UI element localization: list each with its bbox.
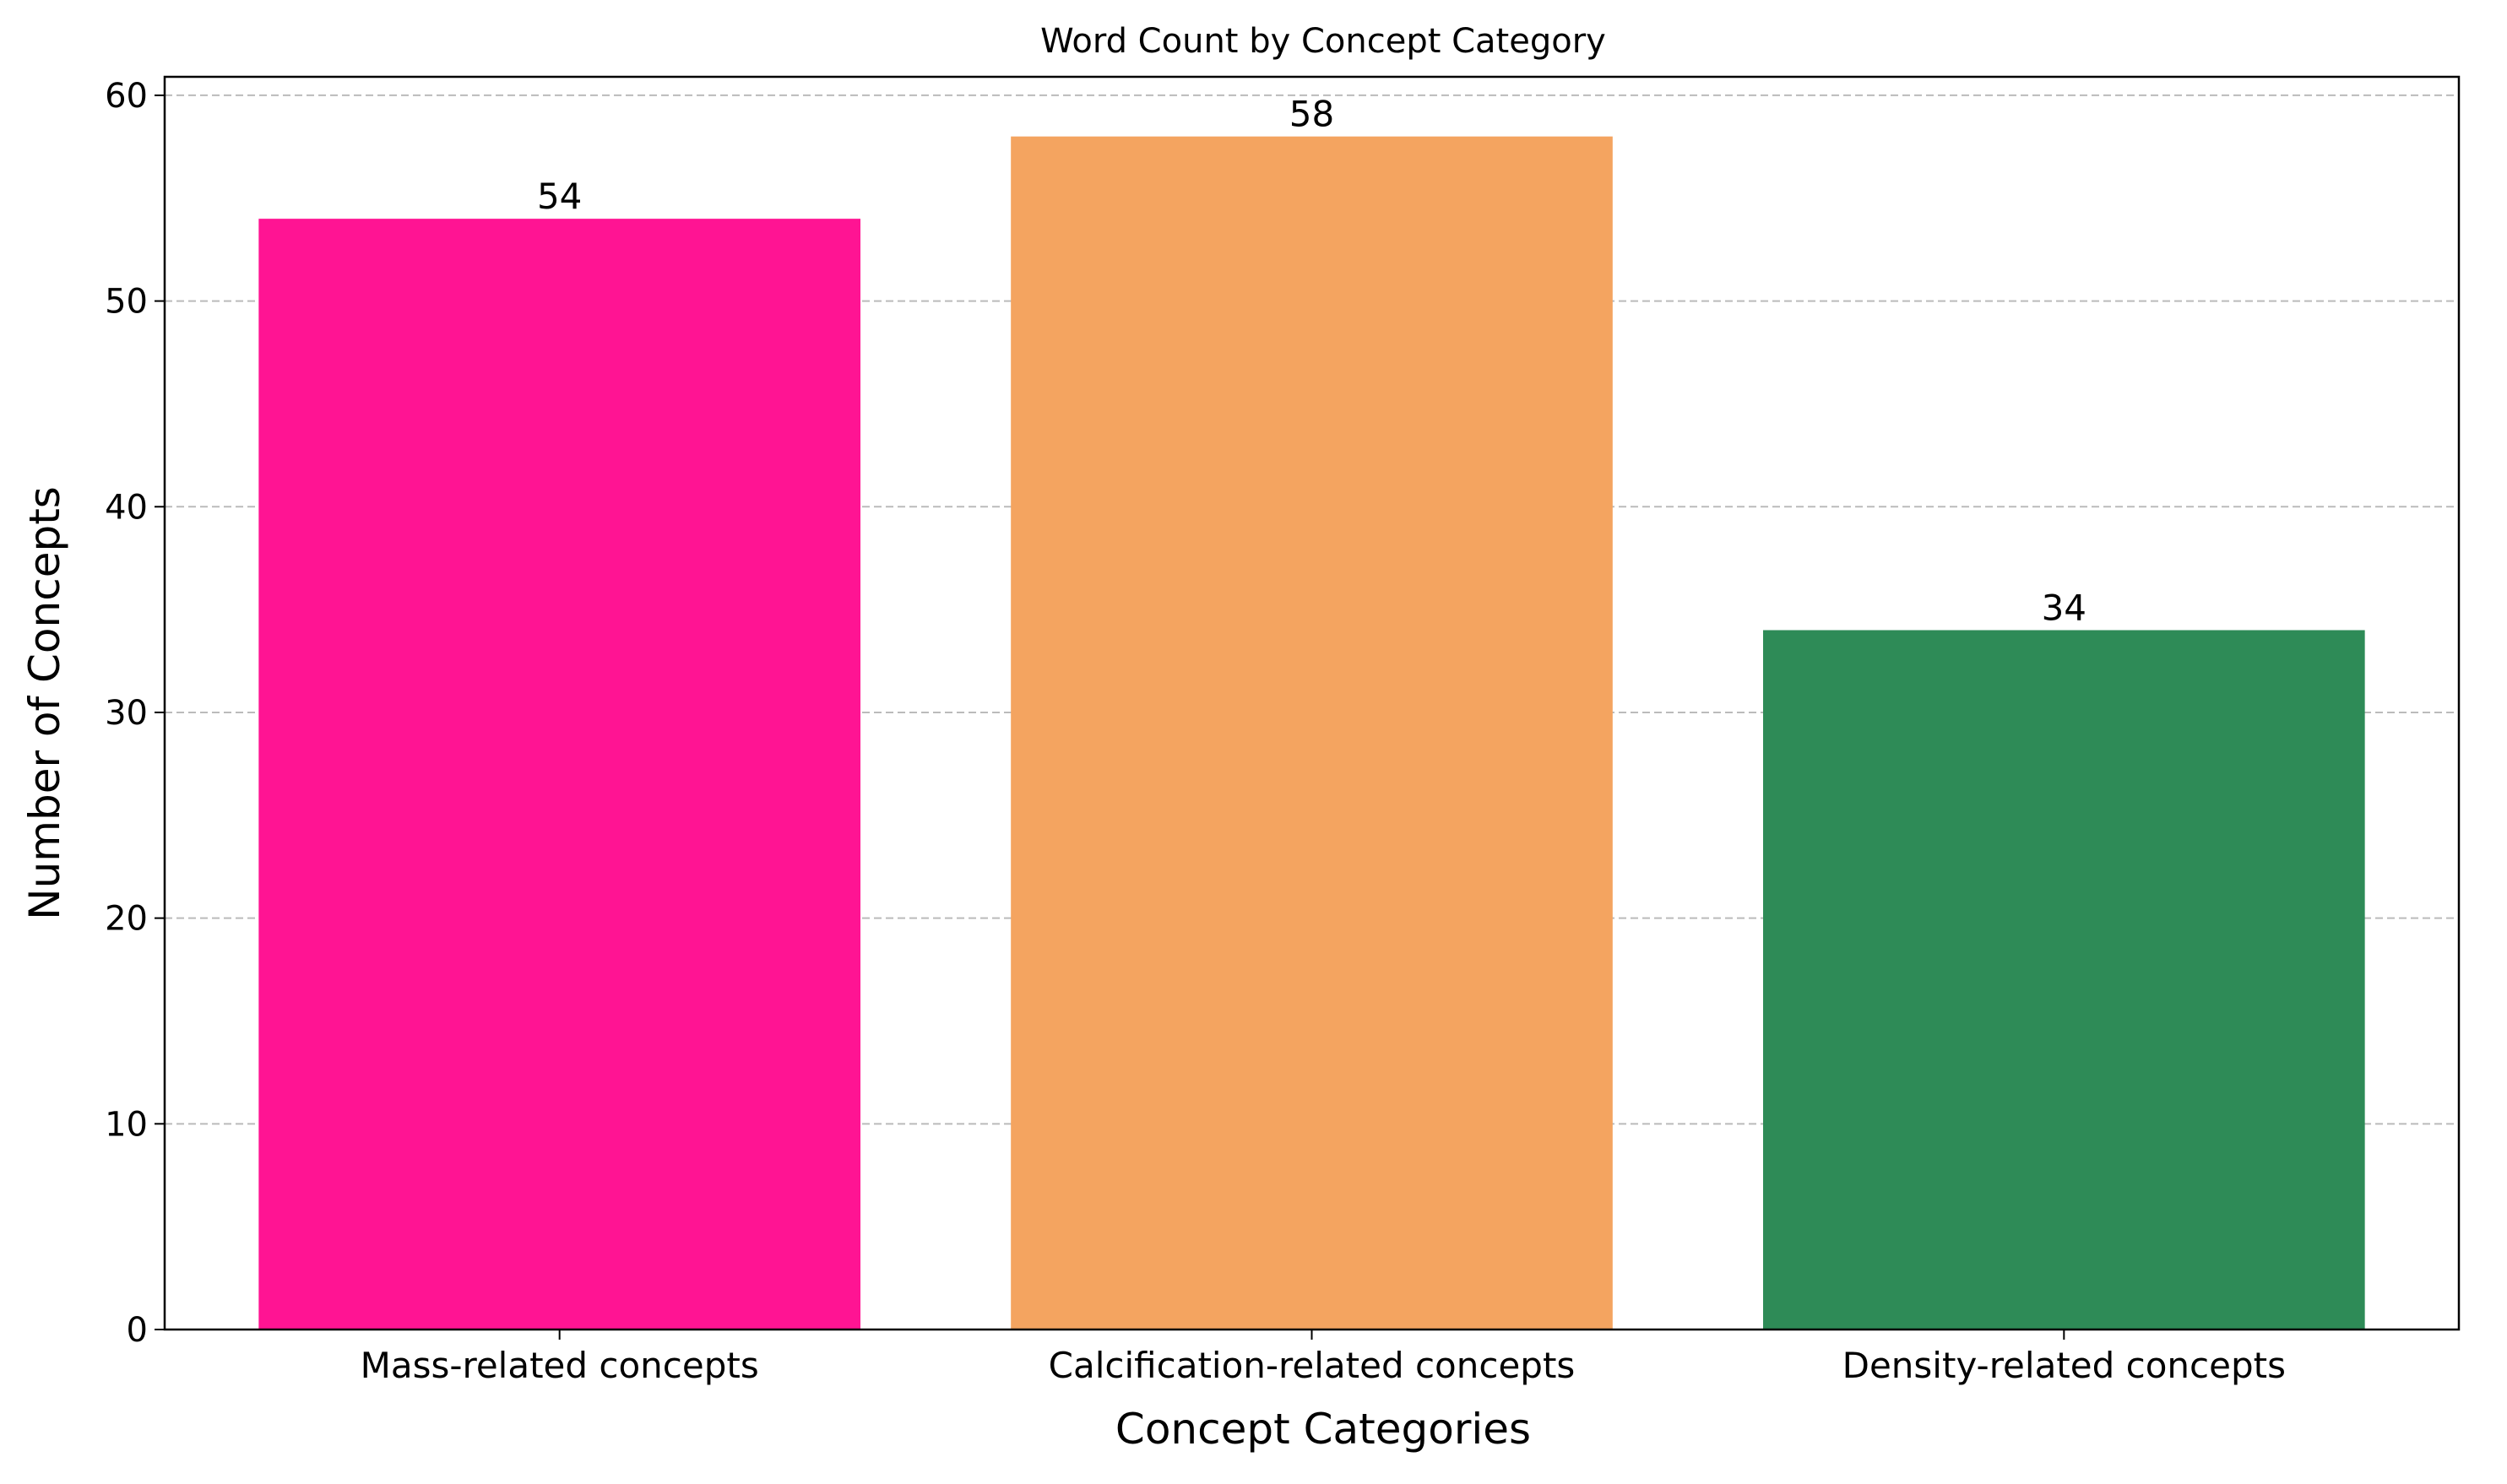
y-tick-label: 20 xyxy=(105,900,148,939)
x-tick-label: Mass-related concepts xyxy=(361,1345,759,1386)
bar xyxy=(1762,630,2365,1330)
bar xyxy=(1011,136,1613,1330)
value-label: 34 xyxy=(2042,587,2086,628)
y-tick-label: 60 xyxy=(105,77,148,116)
value-label: 54 xyxy=(537,176,582,217)
y-tick-label: 40 xyxy=(105,488,148,527)
y-tick-label: 0 xyxy=(127,1311,148,1350)
x-tick-label: Density-related concepts xyxy=(1842,1345,2286,1386)
y-tick-label: 10 xyxy=(105,1105,148,1144)
value-label: 58 xyxy=(1289,94,1334,135)
x-axis-label: Concept Categories xyxy=(1115,1405,1531,1454)
x-tick-label: Calcification-related concepts xyxy=(1049,1345,1576,1386)
plot-frame xyxy=(163,75,2461,1331)
bar xyxy=(258,219,861,1330)
y-tick-label: 30 xyxy=(105,694,148,733)
y-axis-label: Number of Concepts xyxy=(20,486,69,920)
y-tick-label: 50 xyxy=(105,283,148,322)
chart-title: Word Count by Concept Category xyxy=(1040,22,1606,61)
